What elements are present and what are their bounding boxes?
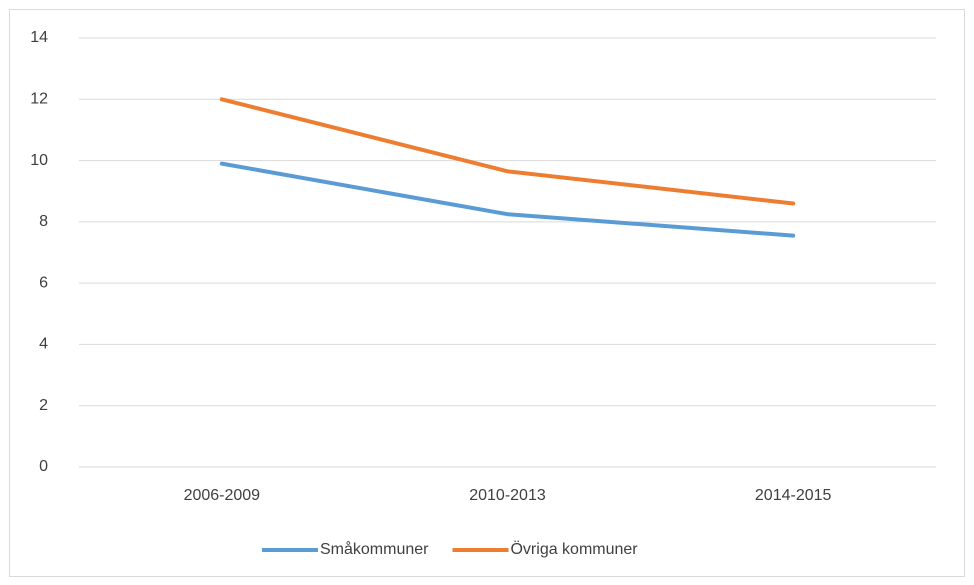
y-tick-label: 14 [30,29,48,46]
y-tick-label: 2 [39,397,48,414]
y-tick-label: 4 [39,336,48,353]
data-line [219,161,796,238]
data-line [219,97,796,206]
y-tick-label: 6 [39,274,48,291]
y-tick-label: 10 [30,152,48,169]
x-tick-label: 2014-2015 [755,487,832,504]
chart-frame [9,9,965,577]
legend-label: Småkommuner [320,540,429,558]
x-tick-label: 2006-2009 [184,487,261,504]
y-tick-label: 0 [39,458,48,475]
legend-label: Övriga kommuner [510,540,638,558]
y-tick-label: 8 [39,213,48,230]
x-tick-label: 2010-2013 [469,487,546,504]
y-tick-label: 12 [30,91,48,108]
